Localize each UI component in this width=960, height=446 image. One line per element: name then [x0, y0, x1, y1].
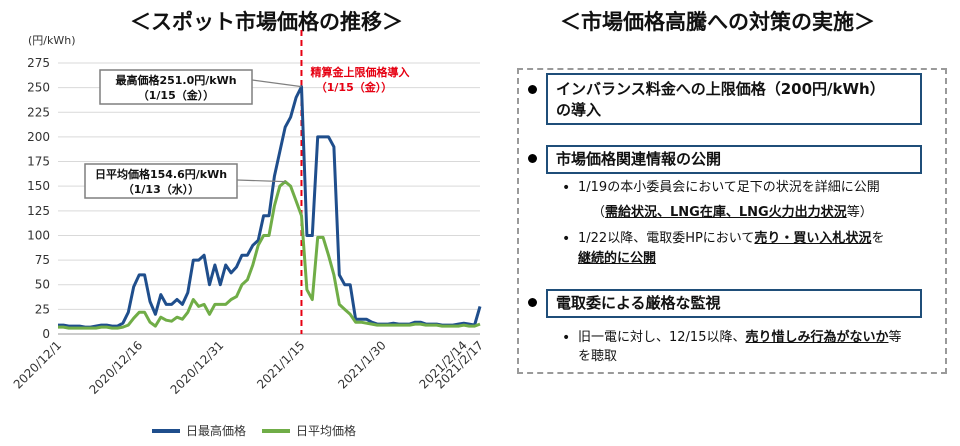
- legend-label: 日平均価格: [296, 423, 356, 438]
- y-tick-label: 275: [27, 56, 50, 70]
- y-tick-label: 150: [27, 179, 50, 193]
- cap-annotation-label: 精算金上限価格導入: [311, 65, 410, 79]
- measure-2-text-1: 1/19の本小委員会において足下の状況を詳細に公開: [578, 180, 880, 195]
- bullet-dot: [528, 154, 537, 163]
- measure-2-text-2: （需給状況、LNG在庫、LNG火力出力状況等）: [592, 205, 873, 220]
- max-price-date: （1/15（金））: [138, 88, 214, 102]
- y-tick-label: 225: [27, 105, 50, 119]
- measure-2-text-4: 継続的に公開: [578, 251, 657, 266]
- measure-2-text-3: 1/22以降、電取委HPにおいて売り・買い入札状況を: [578, 231, 885, 246]
- max-price-callout: [99, 69, 253, 105]
- y-tick-label: 250: [27, 81, 50, 95]
- max-price-pointer: [251, 79, 302, 88]
- measures-panel: [517, 68, 947, 374]
- y-tick-label: 175: [27, 155, 50, 169]
- series-line-max: [58, 85, 482, 329]
- cap-annotation-date: （1/15（金））: [316, 80, 392, 94]
- max-price-label: 最高価格251.0円/kWh: [115, 73, 236, 87]
- series-line-avg: [58, 180, 481, 330]
- measure-heading-2: 市場価格関連情報の公開: [546, 145, 922, 174]
- x-tick-label: 2021/1/15: [254, 338, 307, 391]
- avg-price-pointer: [236, 179, 286, 183]
- x-tick-label: 2020/12/31: [168, 338, 227, 397]
- x-tick-label: 2020/12/16: [86, 338, 145, 397]
- y-tick-label: 125: [27, 204, 50, 218]
- y-tick-label: 100: [27, 228, 50, 242]
- measure-heading-1: インバランス料金への上限価格（200円/kWh） の導入: [546, 73, 922, 125]
- y-tick-label: 0: [42, 327, 50, 341]
- avg-price-date: （1/13（水））: [123, 182, 199, 196]
- avg-price-label: 日平均価格154.6円/kWh: [95, 167, 227, 181]
- sub-bullet: •: [562, 231, 571, 247]
- y-tick-label: 25: [35, 302, 50, 316]
- x-tick-label: 2020/12/1: [11, 338, 64, 391]
- sub-bullet: •: [562, 180, 571, 196]
- measure-3-text-2: を聴取: [578, 349, 618, 364]
- avg-price-callout: [84, 163, 238, 199]
- y-tick-label: 75: [35, 253, 50, 267]
- sub-bullet: •: [562, 330, 571, 346]
- bullet-dot: [528, 298, 537, 307]
- measure-heading-3: 電取委による厳格な監視: [546, 289, 922, 318]
- chart-title: ＜スポット市場価格の推移＞: [130, 10, 403, 34]
- bullet-dot: [528, 85, 537, 94]
- y-tick-label: 200: [27, 130, 50, 144]
- price-chart: 0 25 50 75 100 125 150 175 200 225 250 275 (円/kWh) 20…: [11, 30, 486, 438]
- legend-label: 日最高価格: [186, 423, 246, 438]
- x-tick-label: 2021/1/30: [335, 338, 388, 391]
- measure-3-text-1: 旧一電に対し、12/15以降、売り惜しみ行為がないか等: [578, 330, 902, 345]
- y-tick-label: 50: [35, 278, 50, 292]
- measures-title: ＜市場価格高騰への対策の実施＞: [560, 10, 875, 34]
- y-unit-label: (円/kWh): [28, 34, 76, 47]
